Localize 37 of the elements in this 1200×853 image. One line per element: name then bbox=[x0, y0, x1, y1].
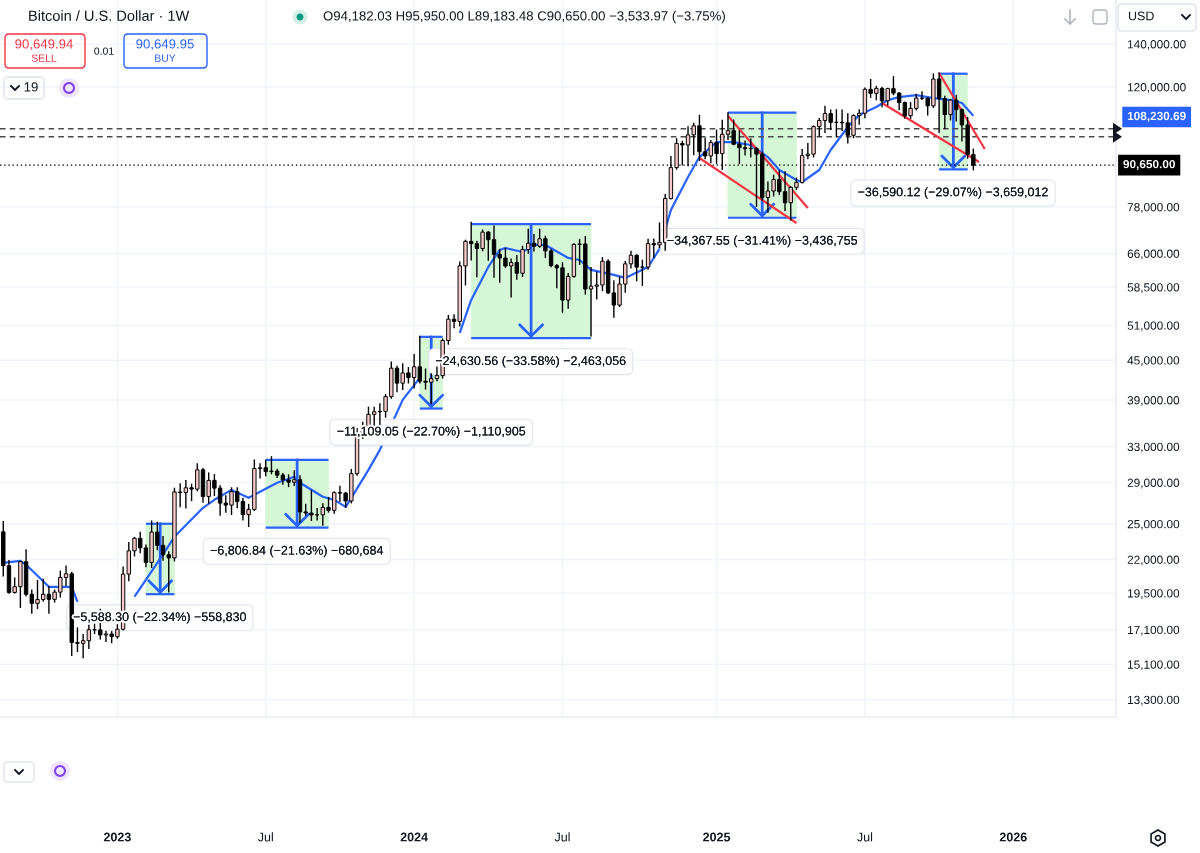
annotation: 19 bbox=[24, 82, 38, 92]
y-tick-label: 17,100.00 bbox=[1128, 625, 1180, 636]
y-tick-label: 51,000.00 bbox=[1127, 321, 1180, 332]
x-tick-label: 2025 bbox=[703, 832, 731, 842]
y-tick-label: 58,500.00 bbox=[1127, 283, 1180, 293]
y-tick-label: 45,000.00 bbox=[1127, 356, 1180, 366]
x-tick-label: Jul bbox=[857, 832, 873, 842]
y-tick-label: 29,000.00 bbox=[1127, 478, 1180, 489]
x-tick-label: Jul bbox=[554, 832, 570, 842]
y-tick-label: 108,230.69 bbox=[1127, 111, 1186, 122]
y-tick-label: 120,000.00 bbox=[1128, 83, 1186, 93]
x-tick-label: 2023 bbox=[103, 832, 131, 842]
annotation: O94,182.03 H95,950.00 L89,183.48 C90,650.00 −3,533.97 (−3.75%) bbox=[323, 10, 725, 24]
y-tick-label: 78,000.00 bbox=[1127, 203, 1180, 213]
annotation: SELL bbox=[31, 54, 57, 62]
x-tick-label: Jul bbox=[257, 832, 273, 842]
annotation: −36,590.12 (−29.07%) −3,659,012 bbox=[858, 187, 1048, 199]
annotation: −6,806.84 (−21.63%) −680,684 bbox=[210, 545, 384, 558]
y-tick-label: 22,000.00 bbox=[1127, 555, 1180, 566]
annotation: −34,367.55 (−31.41%) −3,436,755 bbox=[667, 235, 858, 248]
annotation: 90,649.94 bbox=[15, 39, 73, 51]
x-tick-label: 2026 bbox=[999, 832, 1027, 842]
y-tick-label: 15,100.00 bbox=[1128, 660, 1180, 671]
text: USD bbox=[1128, 11, 1154, 21]
y-tick-label: 13,300.00 bbox=[1128, 695, 1180, 706]
ref-line-label: 90,650.00 bbox=[1123, 159, 1175, 171]
text: Bitcoin / U.S. Dollar · 1W bbox=[29, 10, 190, 21]
y-tick-label: 25,000.00 bbox=[1127, 519, 1180, 530]
annotation: 90,649.95 bbox=[136, 39, 194, 51]
annotation: 0.01 bbox=[94, 47, 114, 55]
y-tick-label: 66,000.00 bbox=[1127, 249, 1180, 260]
y-tick-label: 33,000.00 bbox=[1127, 442, 1180, 453]
y-tick-label: 39,000.00 bbox=[1127, 396, 1180, 406]
y-tick-label: 19,500.00 bbox=[1128, 589, 1180, 599]
y-tick-label: 140,000.00 bbox=[1128, 40, 1186, 50]
x-tick-label: 2024 bbox=[400, 832, 428, 842]
annotation: BUY bbox=[155, 54, 176, 62]
